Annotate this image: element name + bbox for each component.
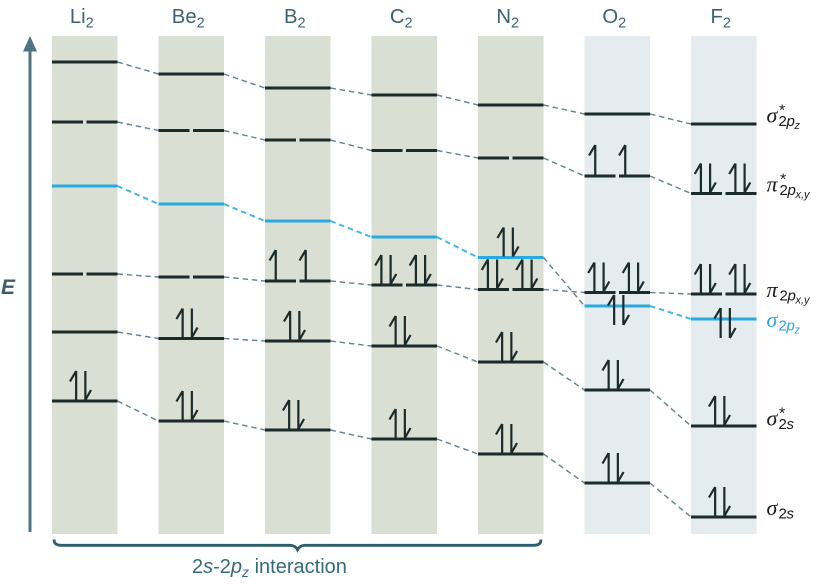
svg-text:σ: σ bbox=[767, 103, 779, 128]
svg-text:2s-2pz interaction: 2s-2pz interaction bbox=[192, 556, 347, 580]
svg-text:p: p bbox=[787, 182, 796, 199]
svg-text:*: * bbox=[779, 406, 785, 423]
svg-text:E: E bbox=[1, 276, 16, 299]
svg-text:2: 2 bbox=[779, 113, 787, 130]
svg-text:σ: σ bbox=[767, 406, 779, 431]
svg-text:z: z bbox=[794, 325, 801, 337]
svg-text:2: 2 bbox=[780, 288, 788, 305]
svg-text:2: 2 bbox=[779, 416, 787, 433]
svg-text:z: z bbox=[794, 120, 801, 132]
svg-text:s: s bbox=[787, 416, 795, 433]
svg-text:π: π bbox=[767, 277, 779, 302]
svg-text:x,y: x,y bbox=[795, 189, 812, 201]
svg-text:x,y: x,y bbox=[795, 295, 812, 307]
svg-text:π: π bbox=[767, 172, 779, 197]
svg-text:p: p bbox=[786, 318, 795, 335]
svg-text:p: p bbox=[787, 288, 796, 305]
svg-text:2: 2 bbox=[779, 506, 787, 523]
svg-text:*: * bbox=[780, 172, 786, 189]
svg-text:σ: σ bbox=[767, 307, 779, 332]
svg-text:2: 2 bbox=[779, 318, 787, 335]
svg-text:s: s bbox=[787, 506, 795, 523]
svg-text:σ: σ bbox=[767, 495, 779, 520]
svg-text:p: p bbox=[786, 113, 795, 130]
svg-text:2: 2 bbox=[780, 182, 788, 199]
svg-text:*: * bbox=[779, 103, 785, 120]
